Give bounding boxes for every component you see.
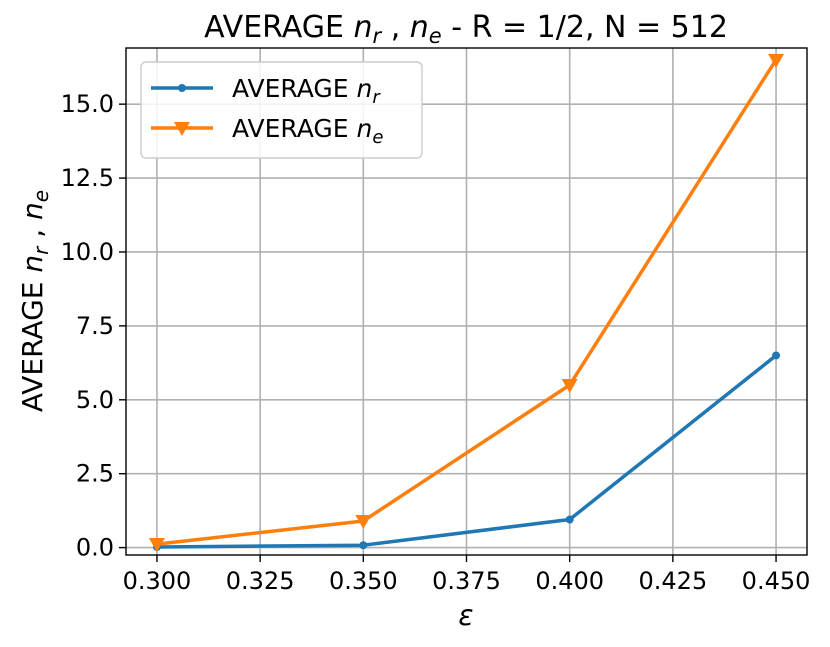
title-prefix: AVERAGE [204,10,353,45]
x-tick-label: 0.425 [639,567,708,595]
ylabel-sub-e: e [29,190,53,202]
ylabel-sep: , [16,220,49,247]
data-point [772,351,781,360]
y-tick-label: 10.0 [61,238,114,266]
x-tick-label: 0.350 [329,567,398,595]
data-point [359,541,368,550]
ylabel-prefix: AVERAGE [16,273,49,412]
data-point [148,538,165,553]
legend-ne-sub: e [372,127,383,148]
y-tick-label: 2.5 [76,460,114,488]
x-tick-label: 0.325 [226,567,295,595]
legend-ne-prefix: AVERAGE [232,114,357,143]
legend-ne-var: n [357,114,373,143]
x-tick-label: 0.400 [535,567,604,595]
legend: AVERAGE nr AVERAGE ne [140,61,423,159]
ylabel-sub-r: r [29,245,53,255]
ylabel-var-n1: n [16,255,49,273]
legend-nr-var: n [357,74,373,103]
legend-nr-prefix: AVERAGE [232,74,357,103]
title-var-n1: n [354,10,373,45]
tick-layer: 0.300 0.325 0.350 0.375 0.400 0.425 0.450 0.0 2.… [61,90,811,595]
title-sep: , [381,10,410,45]
legend-box [140,61,423,159]
ylabel-var-n2: n [16,202,49,220]
legend-label-ne: AVERAGE ne [232,114,383,148]
legend-label-nr: AVERAGE nr [232,74,381,108]
title-suffix: - R = 1/2, N = 512 [442,10,728,45]
chart-title: AVERAGE nr , ne - R = 1/2, N = 512 [204,10,728,48]
y-tick-label: 5.0 [76,386,114,414]
y-tick-label: 12.5 [61,164,114,192]
series-layer [148,53,785,553]
title-sub-e: e [429,24,442,48]
title-sub-r: r [373,24,383,48]
x-tick-label: 0.300 [123,567,192,595]
x-tick-label: 0.375 [432,567,501,595]
series-line-0 [156,354,778,549]
y-axis-label: AVERAGE nr , ne [16,190,53,412]
x-tick-label: 0.450 [742,567,811,595]
y-tick-label: 15.0 [61,90,114,118]
legend-marker-nr [178,84,186,92]
legend-nr-sub: r [372,87,381,108]
data-point [561,379,578,394]
y-tick-label: 7.5 [76,312,114,340]
data-point [768,53,785,68]
data-point [565,515,574,524]
y-tick-label: 0.0 [76,534,114,562]
series-line-1 [156,58,778,546]
x-axis-label: ε [458,599,473,632]
title-var-n2: n [410,10,429,45]
legend-marker-ne [174,122,190,136]
data-point [355,515,372,530]
